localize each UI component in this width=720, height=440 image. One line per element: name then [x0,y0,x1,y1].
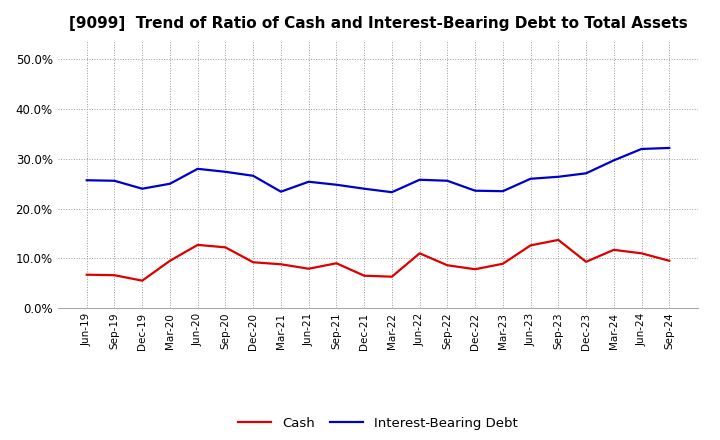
Interest-Bearing Debt [609,158,618,163]
Interest-Bearing Debt [415,177,424,183]
Interest-Bearing Debt [443,178,451,183]
Interest-Bearing Debt [387,190,396,195]
Cash [443,263,451,268]
Interest-Bearing Debt [138,186,147,191]
Interest-Bearing Debt [276,189,285,194]
Cash [276,262,285,267]
Cash [387,274,396,279]
Title: [9099]  Trend of Ratio of Cash and Interest-Bearing Debt to Total Assets: [9099] Trend of Ratio of Cash and Intere… [68,16,688,32]
Cash [498,261,507,266]
Interest-Bearing Debt [305,179,313,184]
Interest-Bearing Debt [194,166,202,172]
Interest-Bearing Debt [637,147,646,152]
Cash [360,273,369,279]
Interest-Bearing Debt [166,181,174,187]
Cash [471,267,480,272]
Interest-Bearing Debt [221,169,230,174]
Line: Interest-Bearing Debt: Interest-Bearing Debt [86,148,670,192]
Line: Cash: Cash [86,240,670,281]
Cash [138,278,147,283]
Cash [582,259,590,264]
Interest-Bearing Debt [82,178,91,183]
Cash [609,247,618,253]
Cash [221,245,230,250]
Interest-Bearing Debt [332,182,341,187]
Interest-Bearing Debt [110,178,119,183]
Interest-Bearing Debt [582,171,590,176]
Cash [526,243,535,248]
Cash [166,258,174,264]
Cash [665,258,674,264]
Cash [82,272,91,277]
Cash [637,251,646,256]
Cash [110,272,119,278]
Interest-Bearing Debt [526,176,535,181]
Cash [554,237,562,242]
Cash [415,251,424,256]
Interest-Bearing Debt [665,145,674,150]
Interest-Bearing Debt [554,174,562,180]
Cash [194,242,202,248]
Interest-Bearing Debt [498,189,507,194]
Interest-Bearing Debt [249,173,258,179]
Cash [249,260,258,265]
Interest-Bearing Debt [360,186,369,191]
Interest-Bearing Debt [471,188,480,193]
Legend: Cash, Interest-Bearing Debt: Cash, Interest-Bearing Debt [238,417,518,429]
Cash [305,266,313,271]
Cash [332,260,341,266]
